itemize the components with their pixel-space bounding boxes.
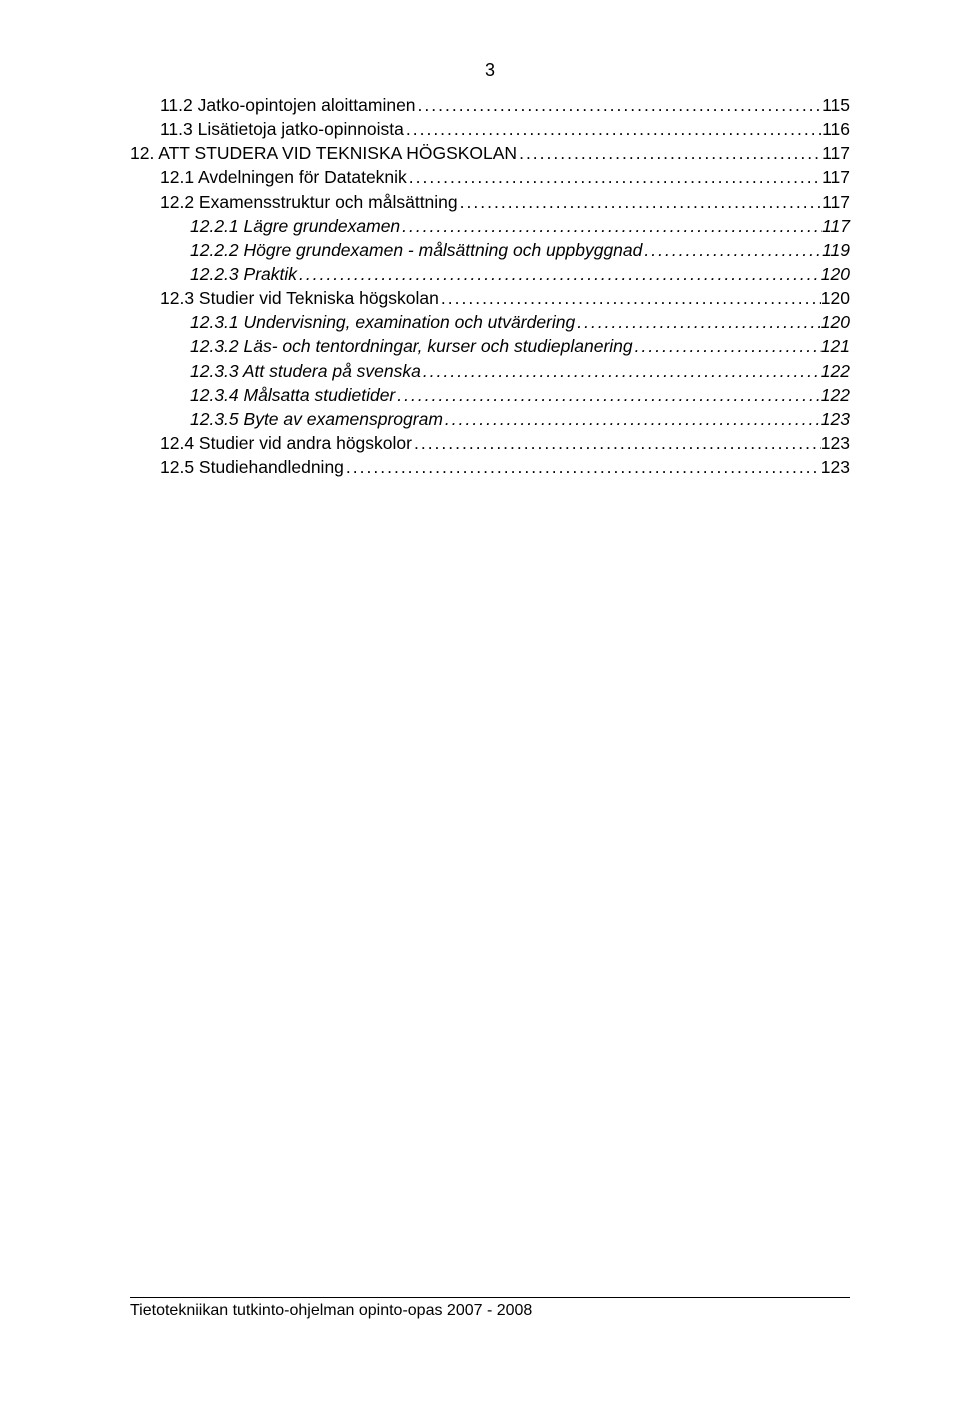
- toc-entry-page: 121: [821, 334, 850, 358]
- toc-entry: 12.5 Studiehandledning..................…: [130, 455, 850, 479]
- toc-entry-label: 12.4 Studier vid andra högskolor: [160, 431, 412, 455]
- toc-entry: 12.2.1 Lägre grundexamen................…: [130, 214, 850, 238]
- toc-entry: 12.2.3 Praktik..........................…: [130, 262, 850, 286]
- toc-entry: 11.3 Lisätietoja jatko-opinnoista.......…: [130, 117, 850, 141]
- footer-text: Tietotekniikan tutkinto-ohjelman opinto-…: [130, 1302, 532, 1319]
- toc-entry: 12.4 Studier vid andra högskolor........…: [130, 431, 850, 455]
- toc-entry: 12.3.3 Att studera på svenska...........…: [130, 359, 850, 383]
- toc-dot-leader: ........................................…: [395, 383, 821, 407]
- toc-entry-label: 12.3.4 Målsatta studietider: [190, 383, 395, 407]
- toc-entry-label: 12.2 Examensstruktur och målsättning: [160, 190, 458, 214]
- toc-dot-leader: ........................................…: [633, 334, 821, 358]
- toc-dot-leader: ........................................…: [443, 407, 821, 431]
- toc-entry-page: 122: [821, 383, 850, 407]
- toc-dot-leader: ........................................…: [458, 190, 822, 214]
- toc-entry-label: 12.2.1 Lägre grundexamen: [190, 214, 400, 238]
- page: 3 11.2 Jatko-opintojen aloittaminen.....…: [0, 0, 960, 1408]
- toc-entry-label: 12. ATT STUDERA VID TEKNISKA HÖGSKOLAN: [130, 141, 517, 165]
- toc-entry-label: 12.2.2 Högre grundexamen - målsättning o…: [190, 238, 642, 262]
- toc-dot-leader: ........................................…: [400, 214, 822, 238]
- table-of-contents: 11.2 Jatko-opintojen aloittaminen.......…: [130, 93, 850, 479]
- toc-entry-label: 12.3.5 Byte av examensprogram: [190, 407, 443, 431]
- toc-entry-page: 116: [822, 117, 850, 141]
- toc-dot-leader: ........................................…: [416, 93, 823, 117]
- toc-dot-leader: ........................................…: [642, 238, 822, 262]
- page-number: 3: [130, 60, 850, 81]
- toc-dot-leader: ........................................…: [344, 455, 821, 479]
- toc-entry-label: 12.3.3 Att studera på svenska: [190, 359, 421, 383]
- toc-entry-label: 12.3.2 Läs- och tentordningar, kurser oc…: [190, 334, 633, 358]
- toc-entry: 12.3.5 Byte av examensprogram...........…: [130, 407, 850, 431]
- toc-entry: 12.3.1 Undervisning, examination och utv…: [130, 310, 850, 334]
- toc-entry-page: 117: [822, 141, 850, 165]
- toc-entry-label: 12.3.1 Undervisning, examination och utv…: [190, 310, 575, 334]
- toc-entry-page: 117: [822, 165, 850, 189]
- toc-entry-page: 123: [821, 431, 850, 455]
- toc-entry: 12.2 Examensstruktur och målsättning....…: [130, 190, 850, 214]
- toc-dot-leader: ........................................…: [407, 165, 822, 189]
- toc-entry-page: 122: [821, 359, 850, 383]
- toc-entry-label: 12.3 Studier vid Tekniska högskolan: [160, 286, 439, 310]
- toc-dot-leader: ........................................…: [297, 262, 821, 286]
- toc-entry: 12.3 Studier vid Tekniska högskolan.....…: [130, 286, 850, 310]
- toc-entry: 12.3.2 Läs- och tentordningar, kurser oc…: [130, 334, 850, 358]
- toc-entry-label: 11.3 Lisätietoja jatko-opinnoista: [160, 117, 404, 141]
- toc-entry-page: 115: [822, 93, 850, 117]
- toc-entry-label: 12.5 Studiehandledning: [160, 455, 344, 479]
- toc-dot-leader: ........................................…: [517, 141, 822, 165]
- toc-entry-page: 120: [821, 262, 850, 286]
- toc-entry: 12. ATT STUDERA VID TEKNISKA HÖGSKOLAN..…: [130, 141, 850, 165]
- toc-dot-leader: ........................................…: [412, 431, 821, 455]
- toc-dot-leader: ........................................…: [439, 286, 821, 310]
- footer: Tietotekniikan tutkinto-ohjelman opinto-…: [130, 1297, 850, 1320]
- toc-entry-page: 123: [821, 455, 850, 479]
- toc-entry-page: 117: [822, 214, 850, 238]
- toc-entry: 11.2 Jatko-opintojen aloittaminen.......…: [130, 93, 850, 117]
- toc-entry-page: 117: [822, 190, 850, 214]
- toc-entry-page: 120: [821, 310, 850, 334]
- toc-entry: 12.3.4 Målsatta studietider.............…: [130, 383, 850, 407]
- toc-dot-leader: ........................................…: [404, 117, 822, 141]
- toc-entry: 12.1 Avdelningen för Datateknik.........…: [130, 165, 850, 189]
- toc-entry-page: 123: [821, 407, 850, 431]
- toc-entry-label: 12.1 Avdelningen för Datateknik: [160, 165, 407, 189]
- toc-entry-label: 12.2.3 Praktik: [190, 262, 297, 286]
- toc-dot-leader: ........................................…: [421, 359, 821, 383]
- toc-entry-page: 119: [822, 238, 850, 262]
- toc-entry: 12.2.2 Högre grundexamen - målsättning o…: [130, 238, 850, 262]
- toc-dot-leader: ........................................…: [575, 310, 821, 334]
- toc-entry-label: 11.2 Jatko-opintojen aloittaminen: [160, 93, 416, 117]
- toc-entry-page: 120: [821, 286, 850, 310]
